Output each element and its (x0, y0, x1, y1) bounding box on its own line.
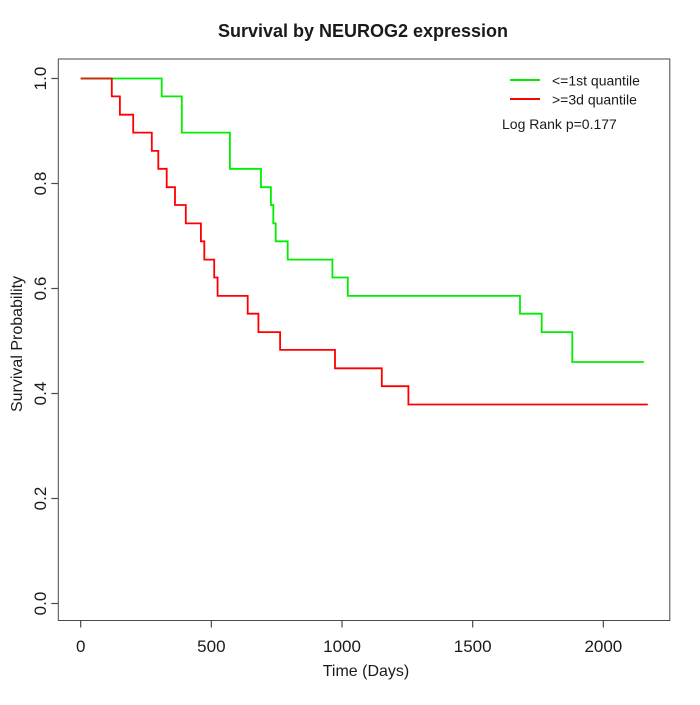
y-tick-label: 0.2 (31, 487, 50, 511)
plot-frame (57, 58, 671, 621)
x-tick-label: 1000 (323, 637, 361, 656)
legend-label-red: >=3d quantile (552, 92, 637, 108)
x-axis-label: Time (Days) (323, 663, 410, 680)
plot-area: 0 500 1000 1500 2000 0.0 0.2 0.4 0.6 0.8 1.0 (31, 58, 671, 656)
km-curve-green (80, 77, 644, 363)
legend: <=1st quantile >=3d quantile Log Rank p=… (502, 73, 640, 133)
logrank-annotation: Log Rank p=0.177 (502, 116, 617, 132)
x-tick-label: 2000 (584, 637, 622, 656)
x-tick-label: 500 (197, 637, 225, 656)
y-tick-label: 0.0 (31, 592, 50, 616)
y-tick-label: 1.0 (31, 67, 50, 91)
legend-label-green: <=1st quantile (552, 73, 640, 89)
chart-title: Survival by NEUROG2 expression (218, 21, 508, 41)
y-tick-label: 0.6 (31, 277, 50, 301)
y-axis-label: Survival Probability (9, 276, 26, 412)
x-tick-label: 1500 (454, 637, 492, 656)
y-tick-label: 0.4 (31, 382, 50, 406)
km-curve-red (80, 77, 648, 406)
y-tick-label: 0.8 (31, 172, 50, 196)
x-tick-label: 0 (76, 637, 85, 656)
